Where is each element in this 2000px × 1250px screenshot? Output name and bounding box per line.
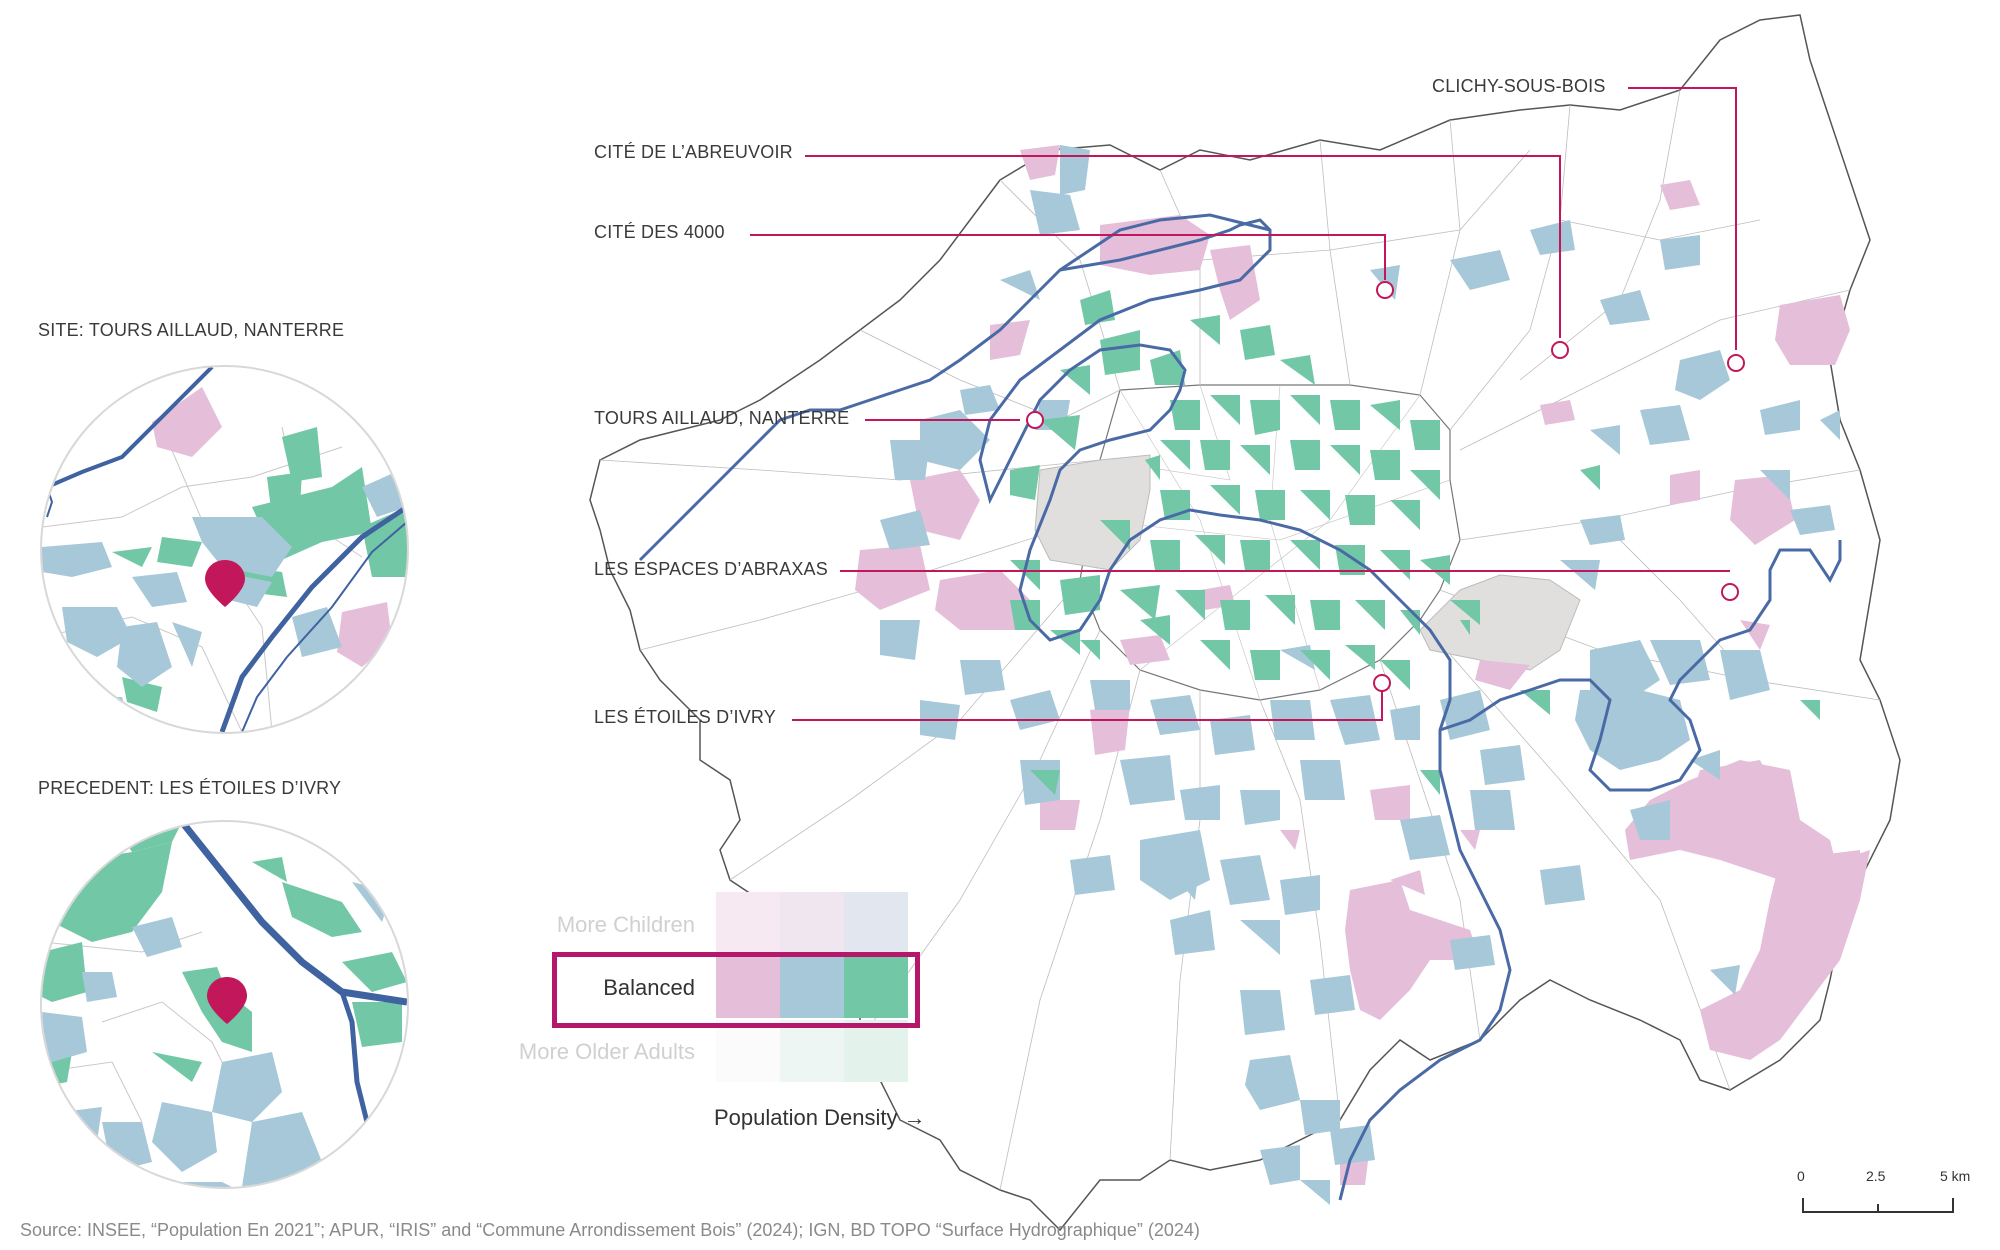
callout-markers bbox=[1026, 281, 1745, 692]
legend-cell-blue bbox=[780, 956, 844, 1018]
scale-label-5km: 5 km bbox=[1940, 1168, 1971, 1184]
legend-highlight-box bbox=[552, 952, 920, 1028]
inset-title-site: SITE: TOURS AILLAUD, NANTERRE bbox=[38, 320, 345, 340]
scale-label-2-5: 2.5 bbox=[1866, 1168, 1886, 1184]
blue-patches bbox=[880, 145, 1840, 1205]
callout-clichy: CLICHY-SOUS-BOIS bbox=[1432, 76, 1606, 96]
legend-cell bbox=[716, 892, 780, 954]
location-pin-icon bbox=[205, 560, 245, 607]
legend-label-more-older-adults: More Older Adults bbox=[518, 1039, 695, 1064]
scale-bar bbox=[1802, 1198, 1954, 1213]
callout-ivry: LES ÉTOILES D’IVRY bbox=[594, 707, 777, 727]
source-note: Source: INSEE, “Population En 2021”; APU… bbox=[20, 1220, 1200, 1240]
callout-abreuvoir: CITÉ DE L’ABREUVOIR bbox=[594, 142, 793, 162]
river-marne bbox=[1439, 540, 1842, 792]
legend-axis-label: Population Density → bbox=[714, 1105, 926, 1130]
callout-4000: CITÉ DES 4000 bbox=[594, 222, 725, 242]
inset-title-precedent: PRECEDENT: LES ÉTOILES D’IVRY bbox=[38, 778, 342, 798]
legend-label-balanced: Balanced bbox=[603, 975, 695, 1000]
legend-cell bbox=[716, 1020, 780, 1082]
legend-cell bbox=[844, 892, 908, 954]
callout-nanterre: TOURS AILLAUD, NANTERRE bbox=[594, 408, 850, 428]
legend-cell bbox=[780, 1020, 844, 1082]
legend-cell bbox=[844, 1020, 908, 1082]
river-seine bbox=[638, 218, 1512, 1201]
legend-label-more-children: More Children bbox=[556, 912, 695, 937]
callout-lines bbox=[750, 87, 1737, 721]
callout-abraxas: LES ESPACES D’ABRAXAS bbox=[594, 559, 828, 579]
location-pin-icon bbox=[207, 977, 247, 1024]
legend-cell bbox=[780, 892, 844, 954]
bois-de-vincennes bbox=[1419, 574, 1581, 671]
legend-cell-green bbox=[844, 956, 908, 1018]
pink-patch bbox=[152, 387, 222, 457]
legend-cell-pink bbox=[716, 956, 780, 1018]
scale-label-0: 0 bbox=[1797, 1168, 1805, 1184]
